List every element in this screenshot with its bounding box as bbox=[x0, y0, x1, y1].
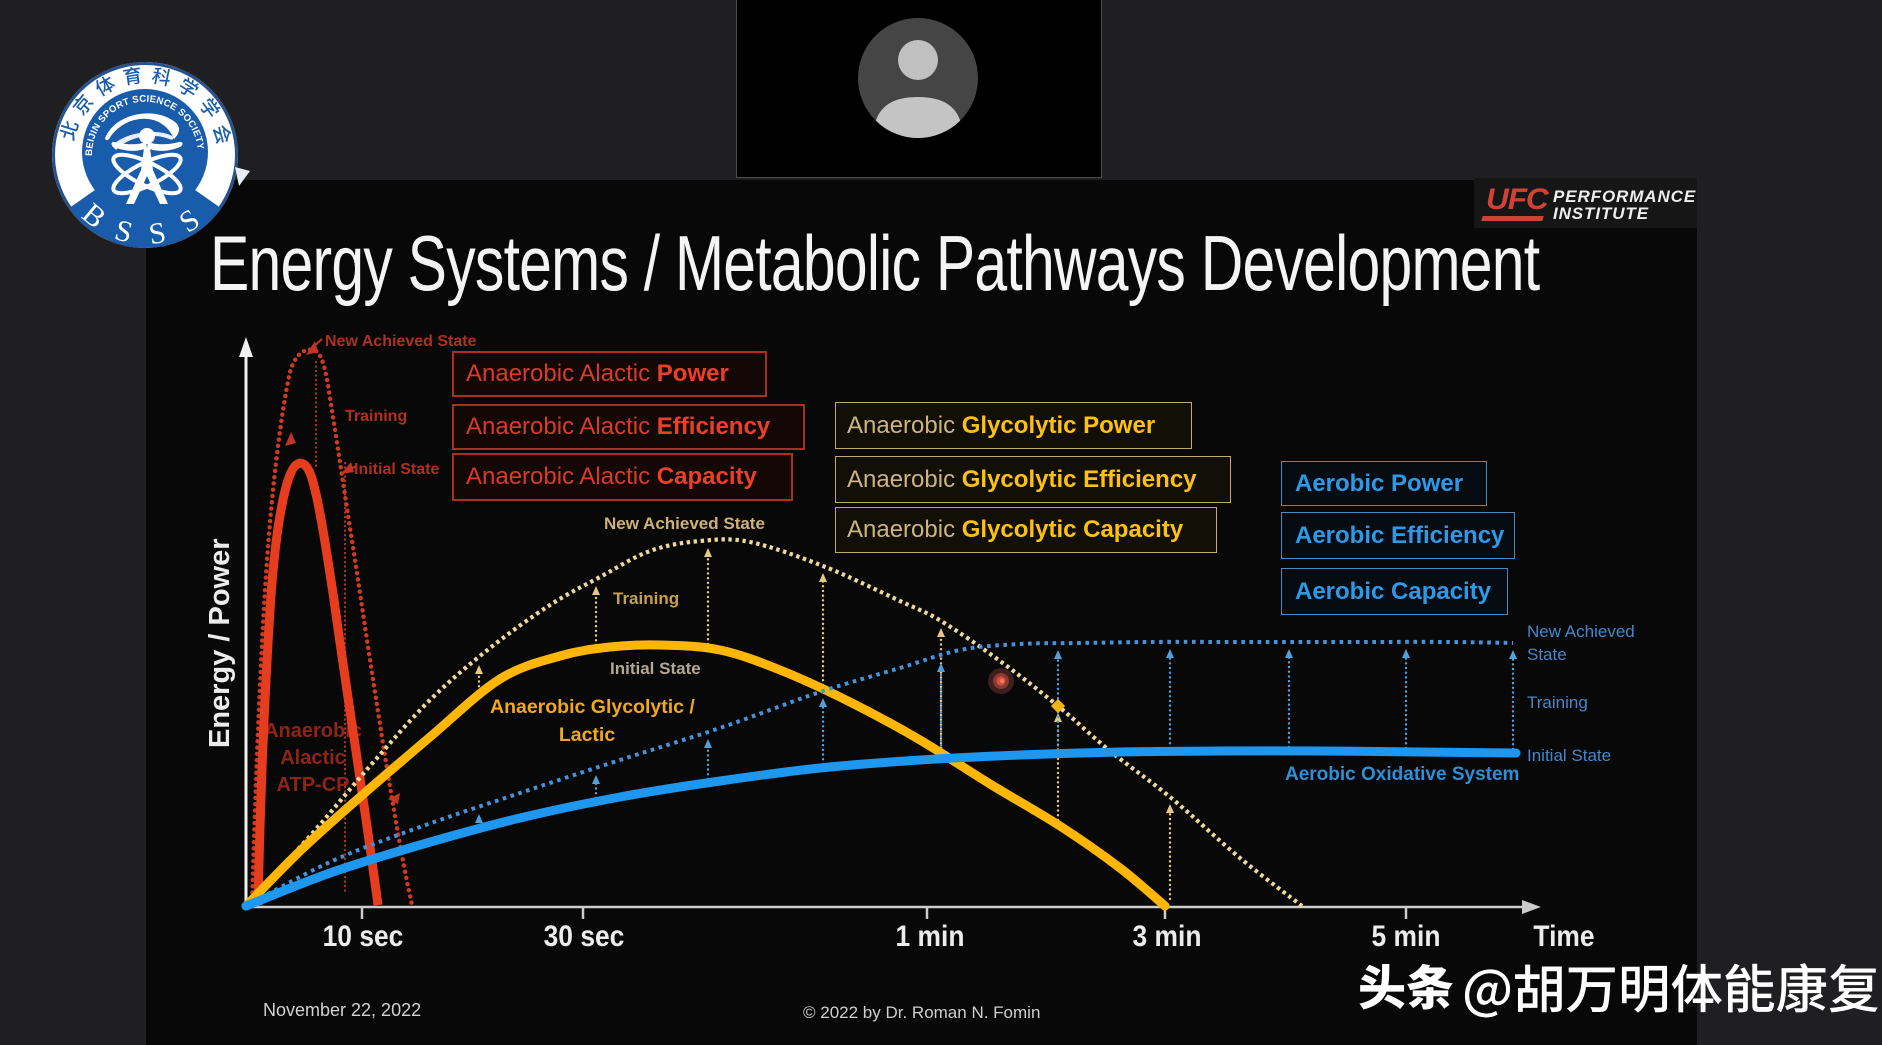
svg-text:ATP-CP: ATP-CP bbox=[277, 774, 350, 796]
svg-text:S: S bbox=[147, 216, 169, 251]
svg-text:Alactic: Alactic bbox=[280, 747, 346, 769]
svg-text:Anaerobic: Anaerobic bbox=[264, 720, 362, 742]
